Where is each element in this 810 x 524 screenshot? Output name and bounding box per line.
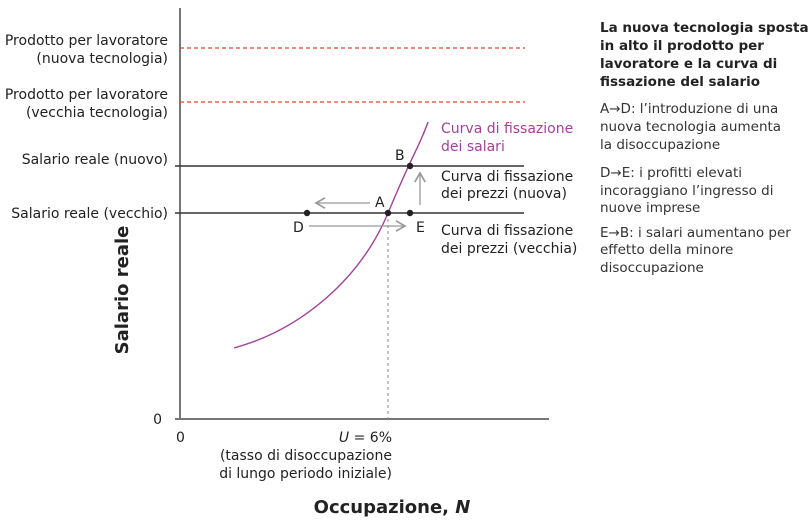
wage-curve-label: Curva di fissazione — [441, 121, 573, 137]
x-axis-title: Occupazione, N — [314, 497, 471, 518]
step-ad-3: la disoccupazione — [600, 137, 720, 153]
panel-title-3: lavoratore e la curva di — [600, 56, 777, 72]
ppl-old-label: Prodotto per lavoratore — [5, 87, 168, 103]
label-d: D — [293, 220, 304, 236]
panel-title-4: fissazione del salario — [600, 74, 760, 90]
ppl-new-label: Prodotto per lavoratore — [5, 33, 168, 49]
point-e — [406, 209, 414, 217]
step-eb-2: effetto della minore — [600, 242, 733, 258]
price-new-label-2: dei prezzi (nuova) — [441, 186, 567, 202]
y-zero-label: 0 — [153, 412, 162, 428]
step-de-3: nuove imprese — [600, 200, 700, 216]
wage-curve-label-2: dei salari — [441, 139, 505, 155]
step-ad-2: nuova tecnologia aumenta — [600, 119, 781, 135]
explanation-panel: La nuova tecnologia sposta in alto il pr… — [600, 20, 809, 276]
point-a — [384, 209, 392, 217]
ppl-new-label-2: (nuova tecnologia) — [36, 51, 168, 67]
u-note-1: (tasso di disoccupazione — [220, 448, 392, 464]
label-a: A — [375, 195, 385, 211]
point-d — [303, 209, 311, 217]
price-old-label-2: dei prezzi (vecchia) — [441, 241, 577, 257]
step-eb-1: E→B: i salari aumentano per — [600, 225, 791, 241]
wage-old-label: Salario reale (vecchio) — [11, 206, 168, 222]
u-note-2: di lungo periodo iniziale) — [219, 466, 392, 482]
point-b — [406, 162, 414, 170]
step-de-2: incoraggiano l’ingresso di — [600, 183, 774, 199]
panel-title-1: La nuova tecnologia sposta — [600, 20, 809, 36]
y-axis-title: Salario reale — [112, 226, 133, 355]
price-old-label: Curva di fissazione — [441, 223, 573, 239]
ppl-old-label-2: (vecchia tecnologia) — [26, 105, 168, 121]
wage-new-label: Salario reale (nuovo) — [22, 152, 168, 168]
label-b: B — [395, 148, 405, 164]
step-eb-3: disoccupazione — [600, 260, 704, 276]
label-e: E — [416, 220, 425, 236]
u-label: U = 6% — [339, 430, 392, 446]
price-new-label: Curva di fissazione — [441, 169, 573, 185]
step-de-1: D→E: i profitti elevati — [600, 165, 742, 181]
step-ad-1: A→D: l’introduzione di una — [600, 101, 778, 117]
panel-title-2: in alto il prodotto per — [600, 38, 764, 54]
x-zero-label: 0 — [176, 430, 185, 446]
